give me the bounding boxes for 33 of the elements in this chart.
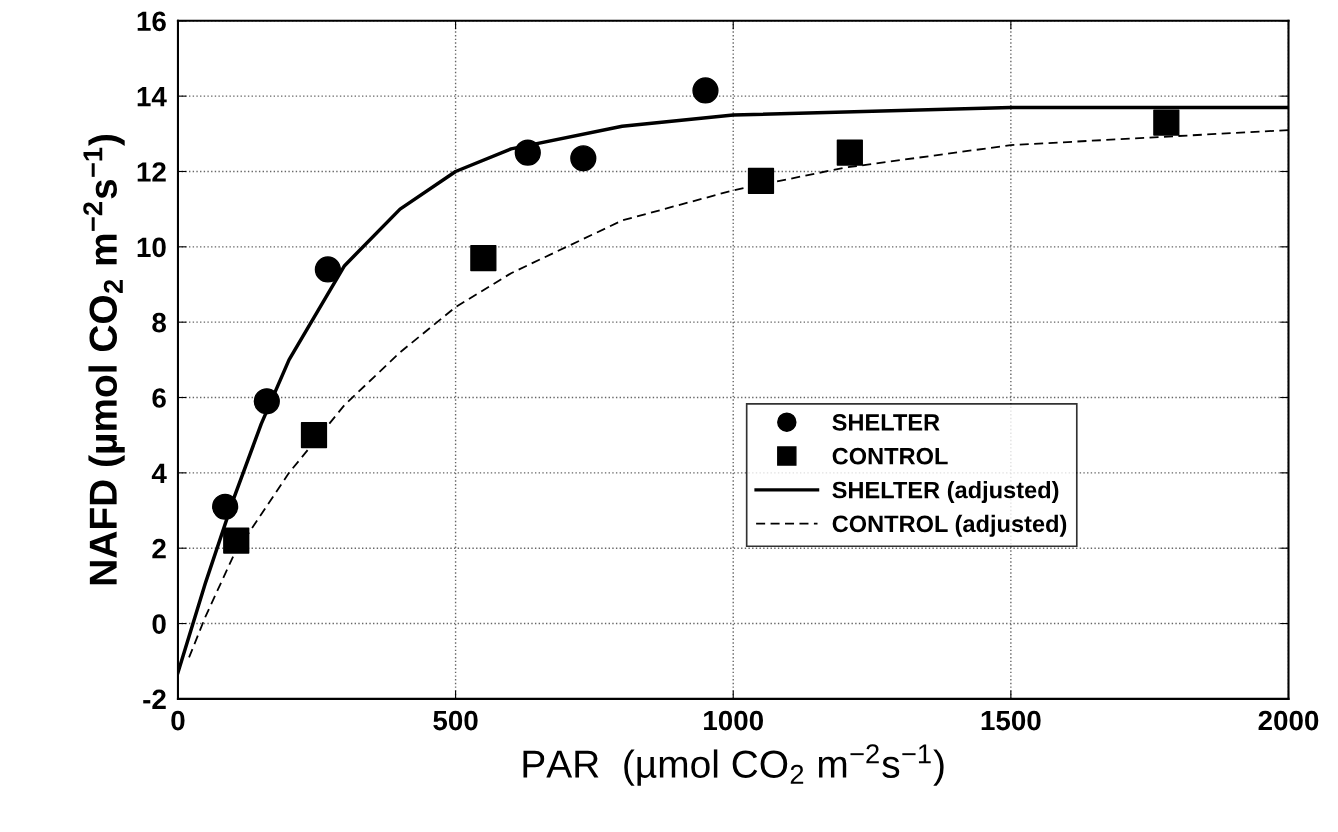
y-axis-title: NAFD (µmol CO$_{2}$ m$^{−2}$s$^{−1}$) (83, 134, 125, 585)
x-tick-label: 0 (171, 710, 185, 731)
point (1153, 109, 1180, 136)
y-tick-label: 0 (152, 614, 166, 634)
x-axis-title: PAR (µmol CO$_{2}$ m$^{−2}$s$^{−1}$) (523, 744, 944, 786)
y-tick-label: 16 (137, 11, 166, 32)
point (747, 167, 775, 195)
point (692, 77, 719, 104)
point (253, 388, 280, 415)
point (300, 422, 328, 449)
y-tick-label: 10 (137, 237, 166, 258)
point (836, 139, 863, 166)
y-tick-label: 2 (152, 538, 166, 559)
legend-label: SHELTER (832, 414, 940, 431)
legend-label: SHELTER (adjusted) (832, 481, 1059, 504)
y-tick-label: 4 (151, 463, 167, 483)
legend-label: CONTROL (832, 447, 948, 465)
y-tick-label: 14 (137, 87, 167, 107)
point (212, 493, 239, 520)
point (514, 139, 541, 166)
point (223, 527, 250, 554)
x-tick-label: 1000 (704, 710, 763, 731)
point (470, 245, 497, 272)
y-tick-label: 12 (137, 162, 166, 182)
y-tick-label: -2 (143, 689, 166, 709)
point (570, 145, 597, 172)
x-tick-label: 500 (433, 710, 478, 731)
x-tick-label: 2000 (1258, 710, 1319, 731)
legend-label: CONTROL (adjusted) (832, 514, 1067, 537)
y-tick-label: 8 (152, 312, 166, 333)
point (314, 256, 341, 283)
y-tick-label: 6 (152, 388, 166, 408)
x-tick-label: 1500 (981, 710, 1041, 731)
